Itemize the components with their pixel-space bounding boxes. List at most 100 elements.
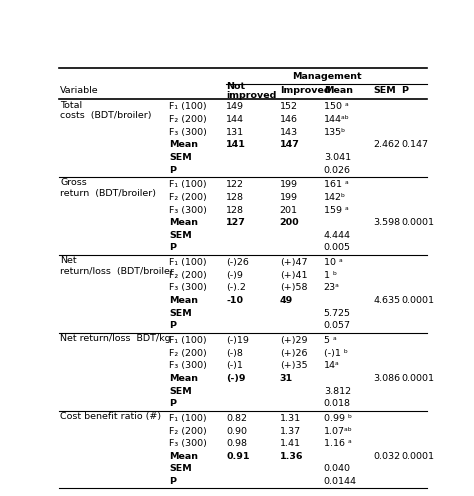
Text: P: P [401,86,408,95]
Text: (+)58: (+)58 [280,284,307,293]
Text: SEM: SEM [374,86,396,95]
Text: P: P [169,321,176,330]
Text: F₁ (100): F₁ (100) [169,414,207,423]
Text: 1.41: 1.41 [280,439,301,448]
Text: (-)9: (-)9 [227,271,243,280]
Text: (+)47: (+)47 [280,258,307,267]
Text: 0.91: 0.91 [227,452,250,461]
Text: (-)26: (-)26 [227,258,249,267]
Text: 0.0144: 0.0144 [324,477,357,486]
Text: F₃ (300): F₃ (300) [169,439,207,448]
Text: 49: 49 [280,296,293,305]
Text: F₃ (300): F₃ (300) [169,127,207,137]
Text: 3.812: 3.812 [324,386,351,396]
Text: 3.041: 3.041 [324,153,351,162]
Text: P: P [169,477,176,486]
Text: Mean: Mean [169,218,199,227]
Text: 0.0001: 0.0001 [401,374,434,383]
Text: F₃ (300): F₃ (300) [169,284,207,293]
Text: F₁ (100): F₁ (100) [169,336,207,345]
Text: (+)41: (+)41 [280,271,307,280]
Text: -10: -10 [227,296,243,305]
Text: F₁ (100): F₁ (100) [169,258,207,267]
Text: 128: 128 [227,205,245,215]
Text: 0.82: 0.82 [227,414,247,423]
Text: costs  (BDT/broiler): costs (BDT/broiler) [60,111,152,120]
Text: Net return/loss  BDT/kg: Net return/loss BDT/kg [60,334,171,343]
Text: return  (BDT/broiler): return (BDT/broiler) [60,189,156,198]
Text: Variable: Variable [60,86,99,95]
Text: 201: 201 [280,205,298,215]
Text: Total: Total [60,101,82,110]
Text: F₁ (100): F₁ (100) [169,103,207,112]
Text: 0.98: 0.98 [227,439,247,448]
Text: 5.725: 5.725 [324,309,351,317]
Text: 0.147: 0.147 [401,140,428,149]
Text: 1.31: 1.31 [280,414,301,423]
Text: (-)1 ᵇ: (-)1 ᵇ [324,349,347,358]
Text: Not: Not [227,82,246,91]
Text: 3.598: 3.598 [374,218,401,227]
Text: (-).2: (-).2 [227,284,246,293]
Text: SEM: SEM [169,309,192,317]
Text: (-)19: (-)19 [227,336,249,345]
Text: 10 ᵃ: 10 ᵃ [324,258,343,267]
Text: 0.032: 0.032 [374,452,401,461]
Text: (+)26: (+)26 [280,349,307,358]
Text: Mean: Mean [169,374,199,383]
Text: (-)8: (-)8 [227,349,243,358]
Text: P: P [169,399,176,408]
Text: F₂ (200): F₂ (200) [169,427,207,435]
Text: 1.37: 1.37 [280,427,301,435]
Text: Mean: Mean [169,140,199,149]
Text: SEM: SEM [169,231,192,240]
Text: 135ᵇ: 135ᵇ [324,127,346,137]
Text: 1.36: 1.36 [280,452,303,461]
Text: 0.0001: 0.0001 [401,296,434,305]
Text: improved: improved [227,91,277,100]
Text: F₂ (200): F₂ (200) [169,115,207,124]
Text: 0.040: 0.040 [324,464,351,474]
Text: Cost benefit ratio (#): Cost benefit ratio (#) [60,412,162,421]
Text: 5 ᵃ: 5 ᵃ [324,336,337,345]
Text: 1.07ᵃᵇ: 1.07ᵃᵇ [324,427,353,435]
Text: return/loss  (BDT/broiler: return/loss (BDT/broiler [60,267,174,276]
Text: SEM: SEM [169,464,192,474]
Text: 141: 141 [227,140,246,149]
Text: 4.444: 4.444 [324,231,351,240]
Text: 152: 152 [280,103,298,112]
Text: Improved: Improved [280,86,330,95]
Text: Mean: Mean [169,452,199,461]
Text: 144: 144 [227,115,245,124]
Text: Mean: Mean [324,86,353,95]
Text: 199: 199 [280,181,298,189]
Text: 122: 122 [227,181,245,189]
Text: (-)1: (-)1 [227,362,243,371]
Text: SEM: SEM [169,386,192,396]
Text: Management: Management [292,72,361,81]
Text: 159 ᵃ: 159 ᵃ [324,205,348,215]
Text: SEM: SEM [169,153,192,162]
Text: F₁ (100): F₁ (100) [169,181,207,189]
Text: F₂ (200): F₂ (200) [169,271,207,280]
Text: 0.018: 0.018 [324,399,351,408]
Text: 147: 147 [280,140,300,149]
Text: 128: 128 [227,193,245,202]
Text: F₃ (300): F₃ (300) [169,205,207,215]
Text: 143: 143 [280,127,298,137]
Text: Mean: Mean [169,296,199,305]
Text: (+)29: (+)29 [280,336,307,345]
Text: 0.90: 0.90 [227,427,247,435]
Text: 4.635: 4.635 [374,296,401,305]
Text: 142ᵇ: 142ᵇ [324,193,346,202]
Text: 150 ᵃ: 150 ᵃ [324,103,348,112]
Text: 0.057: 0.057 [324,321,351,330]
Text: F₃ (300): F₃ (300) [169,362,207,371]
Text: 0.0001: 0.0001 [401,218,434,227]
Text: 3.086: 3.086 [374,374,401,383]
Text: P: P [169,244,176,252]
Text: 127: 127 [227,218,246,227]
Text: 161 ᵃ: 161 ᵃ [324,181,348,189]
Text: 23ᵃ: 23ᵃ [324,284,339,293]
Text: 0.99 ᵇ: 0.99 ᵇ [324,414,352,423]
